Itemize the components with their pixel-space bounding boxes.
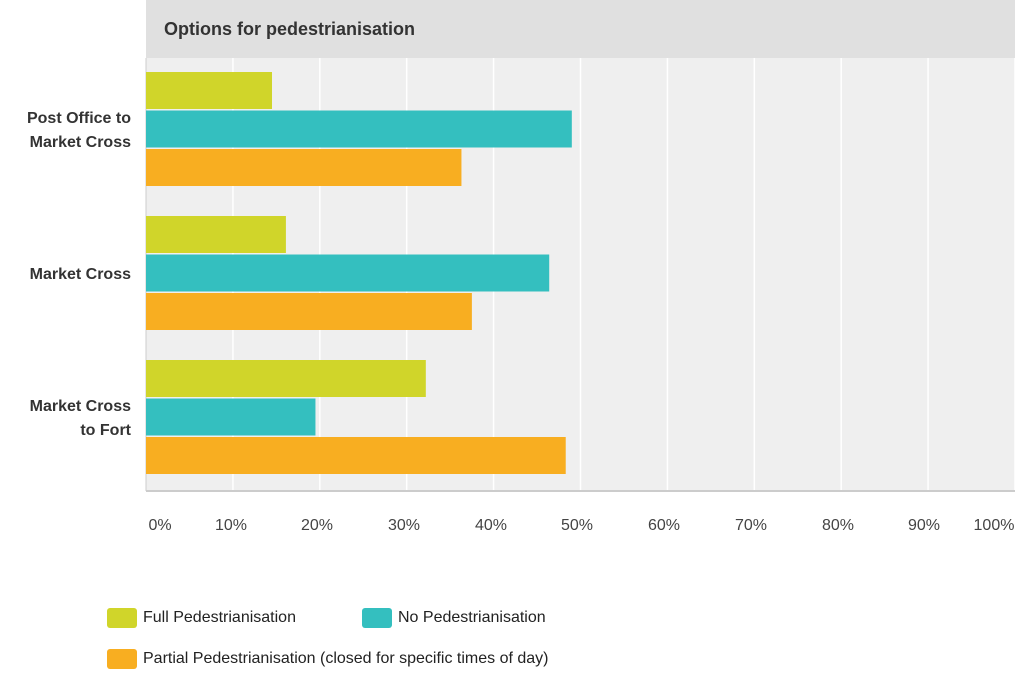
x-tick-label: 50% — [561, 517, 593, 534]
bar — [146, 110, 572, 148]
bar — [146, 437, 566, 474]
x-tick-label: 60% — [648, 517, 680, 534]
x-tick-label: 40% — [475, 517, 507, 534]
bar — [146, 293, 472, 330]
bar — [146, 72, 273, 109]
x-tick-label: 70% — [735, 517, 767, 534]
category-label: Market Cross — [30, 134, 131, 151]
legend-item-no: No Pedestrianisation — [362, 608, 546, 628]
category-label: Market Cross — [30, 266, 131, 283]
x-tick-label: 100% — [974, 517, 1015, 534]
legend-label-partial: Partial Pedestrianisation (closed for sp… — [143, 650, 549, 667]
x-tick-label: 10% — [215, 517, 247, 534]
legend-item-full: Full Pedestrianisation — [107, 608, 296, 628]
chart-title: Options for pedestrianisation — [164, 19, 415, 39]
legend-swatch-full — [107, 608, 137, 628]
x-tick-labels: 0% 10% 20% 30% 40% 50% 60% 70% 80% 90% 100% — [148, 517, 1014, 534]
bar — [146, 149, 462, 186]
bar — [146, 398, 316, 436]
legend-swatch-partial — [107, 649, 137, 669]
x-tick-label: 90% — [908, 517, 940, 534]
legend-swatch-no — [362, 608, 392, 628]
category-label: Market Cross — [30, 398, 131, 415]
legend-label-full: Full Pedestrianisation — [143, 609, 296, 626]
legend-item-partial: Partial Pedestrianisation (closed for sp… — [107, 649, 549, 669]
bar — [146, 254, 550, 292]
title-bar — [146, 0, 1015, 58]
x-tick-label: 80% — [822, 517, 854, 534]
x-tick-label: 0% — [148, 517, 171, 534]
bars — [146, 72, 572, 474]
bar — [146, 360, 426, 397]
category-labels: Post Office to Market Cross Market Cross Ma… — [27, 110, 132, 439]
x-tick-label: 20% — [301, 517, 333, 534]
legend-label-no: No Pedestrianisation — [398, 609, 546, 626]
category-label: Post Office to — [27, 110, 131, 127]
x-tick-label: 30% — [388, 517, 420, 534]
bar — [146, 216, 286, 253]
category-label: to Fort — [80, 422, 131, 439]
